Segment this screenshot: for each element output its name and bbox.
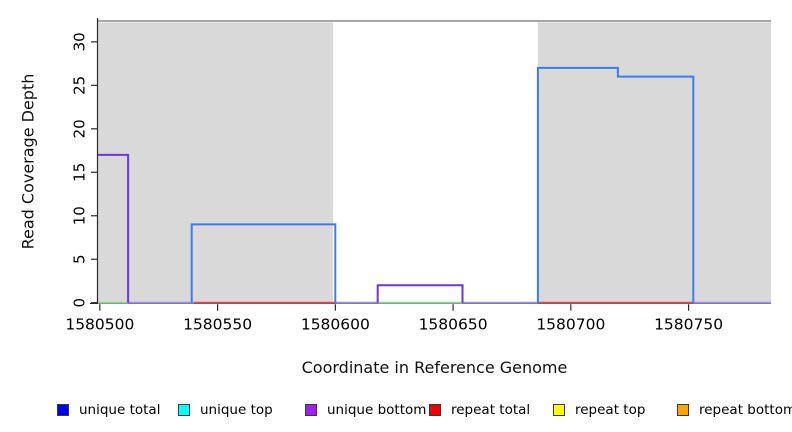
repeat-bottom-swatch-icon	[677, 404, 689, 416]
coverage-plot-canvas: 0 5 10 15 20 25 30 1580500 1580550 1580600 1580650…	[65, 18, 771, 334]
legend-label: repeat top	[575, 402, 646, 418]
x-tick-label: 1580750	[654, 316, 723, 334]
legend-item-unique-top: unique top	[178, 399, 273, 421]
legend-item-unique-total: unique total	[57, 399, 160, 421]
series-line	[190, 223, 337, 303]
legend-label: unique top	[200, 402, 273, 418]
x-axis-title: Coordinate in Reference Genome	[301, 358, 568, 377]
legend-label: unique bottom	[327, 402, 427, 418]
x-tick-label: 1580700	[536, 316, 605, 334]
legend: unique total unique top unique bottom re…	[0, 399, 792, 425]
legend-item-unique-bottom: unique bottom	[305, 399, 426, 421]
y-axis-title: Read Coverage Depth	[18, 73, 38, 250]
series-line	[97, 153, 130, 303]
x-tick-label: 1580650	[419, 316, 488, 334]
unique-total-swatch-icon	[57, 404, 69, 416]
repeat-total-swatch-icon	[429, 404, 441, 416]
y-tick-label: 20	[71, 119, 89, 138]
legend-label: repeat bottom	[699, 402, 792, 418]
y-tick-label: 25	[71, 76, 89, 95]
unique-top-swatch-icon	[178, 404, 190, 416]
x-tick-label: 1580550	[183, 316, 252, 334]
legend-label: repeat total	[451, 402, 531, 418]
y-tick-label: 0	[71, 298, 89, 308]
repeat-region	[537, 22, 771, 304]
x-tick-label: 1580500	[65, 316, 134, 334]
legend-item-repeat-bottom: repeat bottom	[677, 399, 792, 421]
legend-label: unique total	[79, 402, 161, 418]
series-line	[376, 284, 464, 303]
legend-item-repeat-total: repeat total	[429, 399, 530, 421]
y-tick-label: 30	[71, 32, 89, 51]
series-line	[536, 66, 695, 303]
legend-item-repeat-top: repeat top	[553, 399, 645, 421]
unique-bottom-swatch-icon	[305, 404, 317, 416]
repeat-region	[97, 22, 333, 304]
y-tick-label: 15	[71, 163, 89, 182]
y-tick-label: 10	[71, 206, 89, 225]
x-tick-label: 1580600	[301, 316, 370, 334]
repeat-top-swatch-icon	[553, 404, 565, 416]
y-tick-label: 5	[71, 254, 89, 264]
